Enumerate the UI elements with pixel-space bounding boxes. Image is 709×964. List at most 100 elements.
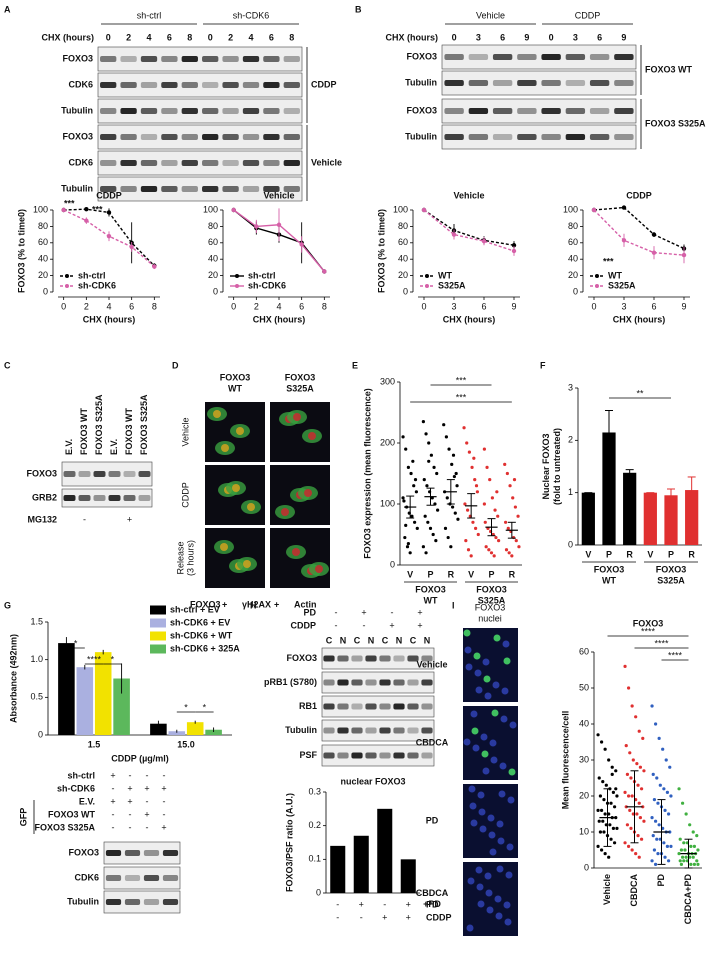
- lane-label: 9: [621, 32, 626, 42]
- band: [468, 134, 489, 140]
- point: [403, 535, 407, 540]
- y-tick-label: 0.2: [308, 820, 321, 830]
- legend-label: S325A: [608, 280, 636, 290]
- nucleus: [472, 744, 480, 752]
- point: [299, 242, 304, 247]
- band: [351, 752, 363, 759]
- bar: [94, 652, 112, 735]
- y-tick-label: 40: [568, 254, 578, 264]
- y-tick-label: 80: [38, 221, 48, 231]
- point: [452, 474, 456, 479]
- x-tick-label: 0: [61, 301, 66, 311]
- y-axis-label: Absorbance (492nm): [8, 634, 18, 723]
- point: [662, 841, 666, 845]
- condition-value: -: [163, 796, 166, 806]
- bar: [400, 859, 416, 893]
- nucleus: [482, 658, 490, 666]
- point: [655, 837, 659, 841]
- x-tick-label: P: [668, 549, 674, 559]
- y-tick-label: 2: [568, 435, 573, 445]
- band: [393, 727, 405, 734]
- point: [508, 484, 512, 488]
- row-label: Vehicle: [180, 417, 190, 446]
- band: [202, 160, 219, 166]
- chart-title: CDDP: [96, 190, 122, 200]
- micrograph: [205, 528, 265, 588]
- nucleus: [464, 646, 472, 654]
- point: [678, 859, 682, 863]
- point: [454, 471, 458, 476]
- group-label: S325A: [657, 575, 685, 585]
- point: [596, 844, 600, 849]
- legend-marker: [595, 284, 599, 288]
- nucleus: [304, 489, 312, 497]
- point: [482, 447, 486, 451]
- lane-title: CHX (hours): [386, 32, 439, 42]
- point: [609, 837, 613, 841]
- point: [609, 801, 613, 805]
- bar: [602, 432, 616, 545]
- legend-marker: [595, 274, 599, 278]
- point: [598, 830, 603, 834]
- y-axis-label: (fold to untreated): [552, 428, 562, 505]
- condition-value: +: [161, 783, 166, 793]
- band: [444, 134, 464, 140]
- x-tick-label: 4: [106, 301, 111, 311]
- point: [428, 526, 433, 531]
- point: [665, 844, 670, 849]
- point: [655, 776, 659, 780]
- point: [691, 830, 695, 834]
- nucleus: [475, 866, 483, 874]
- y-tick-label: 80: [208, 221, 218, 231]
- band: [93, 495, 106, 501]
- point: [615, 826, 619, 831]
- nucleus: [463, 629, 471, 637]
- lane-label: FOXO3 S325A: [94, 394, 104, 455]
- nucleus: [243, 560, 251, 568]
- band: [541, 108, 561, 114]
- micrograph: [205, 465, 265, 525]
- x-axis-label: CDDP (µg/ml): [111, 753, 169, 763]
- point: [614, 787, 618, 791]
- significance: ***: [456, 375, 467, 385]
- row-label: pRB1 (S780): [264, 677, 317, 687]
- band: [63, 471, 76, 477]
- point: [679, 848, 684, 852]
- point: [623, 790, 627, 795]
- point: [604, 783, 608, 787]
- column-label: S325A: [286, 383, 314, 393]
- legend-marker: [425, 274, 429, 278]
- lane-label: 4: [146, 32, 151, 42]
- point: [401, 435, 405, 439]
- legend-label: WT: [608, 270, 622, 280]
- band: [143, 850, 160, 856]
- nucleus: [502, 640, 510, 648]
- point: [624, 805, 628, 809]
- band: [222, 56, 239, 62]
- nucleus: [504, 918, 512, 926]
- lane-label: FOXO3 WT: [124, 407, 134, 455]
- bar: [353, 835, 369, 893]
- band: [222, 108, 239, 114]
- point: [638, 765, 643, 769]
- band: [100, 82, 117, 88]
- point: [651, 772, 655, 777]
- point: [639, 787, 644, 791]
- band: [161, 160, 178, 166]
- micrograph: [463, 628, 518, 702]
- point: [469, 554, 473, 558]
- band: [143, 875, 160, 881]
- lane-label: 0: [208, 32, 213, 42]
- condition-value: +: [406, 899, 411, 909]
- point: [626, 686, 631, 690]
- point: [636, 834, 640, 838]
- group-label: FOXO3: [415, 584, 446, 594]
- legend-marker: [425, 284, 429, 288]
- point: [677, 787, 681, 791]
- point: [445, 496, 449, 500]
- band: [202, 134, 219, 140]
- band: [161, 186, 178, 192]
- stain-label: FOXO3: [475, 602, 506, 612]
- band: [614, 108, 634, 114]
- x-tick-label: P: [488, 569, 494, 579]
